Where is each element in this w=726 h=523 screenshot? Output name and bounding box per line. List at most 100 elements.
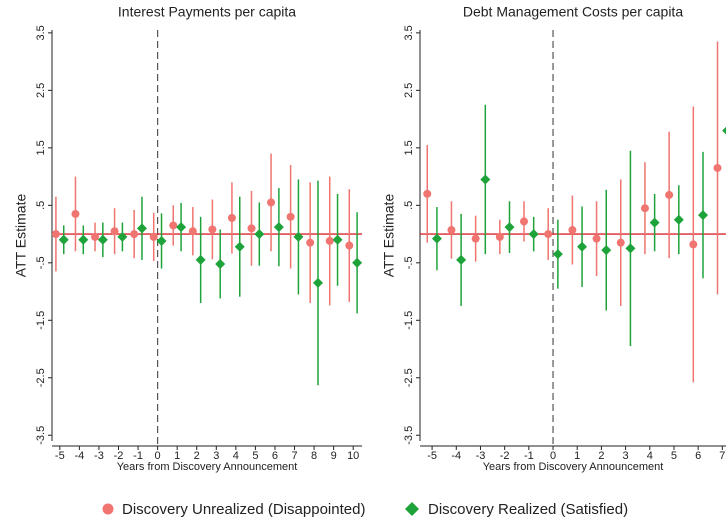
x-tick-label: 6 [695,450,701,462]
diamond-marker [312,277,323,288]
x-tick-label: 2 [598,450,604,462]
x-axis-title: Years from Discovery Announcement [483,461,664,473]
diamond-marker [577,241,588,252]
y-tick-label: 3.5 [35,25,47,40]
x-tick-label: -5 [427,450,437,462]
circle-marker [592,234,601,243]
circle-marker [51,230,60,239]
x-tick-label: 1 [174,450,180,462]
circle-marker [423,189,432,198]
legend-marker [405,502,419,516]
diamond-marker [195,254,206,265]
diamond-marker [78,234,89,245]
x-tick-label: 2 [194,450,200,462]
circle-marker [169,221,178,230]
x-tick-label: 0 [155,450,161,462]
y-tick-label: 3.5 [403,25,415,40]
x-tick-label: 7 [291,450,297,462]
y-tick-label: 2.5 [35,83,47,98]
y-tick-label: -1.5 [403,311,415,330]
diamond-marker [97,234,108,245]
circle-marker [665,190,674,199]
x-tick-label: -4 [74,450,84,462]
y-tick-label: .5 [35,201,47,210]
diamond-marker [431,233,442,244]
circle-marker [188,227,197,236]
diamond-marker [215,258,226,269]
circle-marker [495,232,504,241]
diamond-marker [352,257,363,268]
chart-title: Interest Payments per capita [118,4,296,20]
diamond-marker [456,254,467,265]
circle-marker [447,226,456,235]
y-tick-label: 1.5 [403,140,415,155]
circle-marker [520,217,529,226]
x-tick-label: 8 [311,450,317,462]
circle-marker [130,230,139,239]
circle-marker [713,163,722,172]
circle-marker [689,240,698,249]
y-tick-label: -3.5 [403,426,415,445]
circle-marker [544,230,553,239]
x-tick-label: -2 [500,450,510,462]
y-tick-label: -1.5 [35,311,47,330]
x-tick-label: 6 [272,450,278,462]
y-tick-label: 1.5 [35,140,47,155]
x-tick-label: 0 [550,450,556,462]
y-axis-title: ATT Estimate [13,194,29,278]
circle-marker [149,232,158,241]
diamond-marker [528,229,539,240]
y-tick-label: 2.5 [403,83,415,98]
x-tick-label: 10 [347,450,359,462]
y-axis-title: ATT Estimate [381,194,397,278]
x-tick-label: 3 [213,450,219,462]
circle-marker [208,225,217,234]
diamond-marker [254,229,265,240]
diamond-marker [58,234,69,245]
x-tick-label: 5 [252,450,258,462]
x-tick-label: 3 [623,450,629,462]
diamond-marker [332,234,343,245]
circle-marker [568,226,577,235]
diamond-marker [176,222,187,233]
y-tick-label: -2.5 [403,368,415,387]
diamond-marker [273,222,284,233]
diamond-marker [504,222,515,233]
diamond-marker [156,235,167,246]
circle-marker [640,204,649,213]
circle-marker [247,224,256,233]
diamond-marker [552,249,563,260]
y-tick-label: -.5 [35,256,47,269]
chart-title: Debt Management Costs per capita [463,4,683,20]
diamond-marker [293,231,304,242]
circle-marker [286,212,295,221]
y-tick-label: .5 [403,201,415,210]
y-tick-label: -2.5 [35,368,47,387]
x-tick-label: -1 [133,450,143,462]
y-tick-label: -.5 [403,256,415,269]
circle-marker [71,209,80,218]
circle-marker [267,198,276,207]
circle-marker [227,213,236,222]
legend-marker [102,503,114,515]
diamond-marker [625,243,636,254]
x-tick-label: -2 [114,450,124,462]
legend-label: Discovery Unrealized (Disappointed) [122,501,365,518]
x-axis-title: Years from Discovery Announcement [117,461,298,473]
diamond-marker [136,223,147,234]
circle-marker [616,238,625,247]
circle-marker [91,232,100,241]
diamond-marker [697,210,708,221]
x-tick-label: 7 [719,450,725,462]
x-tick-label: -3 [94,450,104,462]
diamond-marker [480,174,491,185]
diamond-marker [601,245,612,256]
diamond-marker [117,231,128,242]
x-tick-label: 9 [331,450,337,462]
diamond-marker [722,126,726,135]
x-tick-label: 4 [647,450,653,462]
y-tick-label: -3.5 [35,426,47,445]
circle-marker [345,241,354,250]
circle-marker [110,227,119,236]
